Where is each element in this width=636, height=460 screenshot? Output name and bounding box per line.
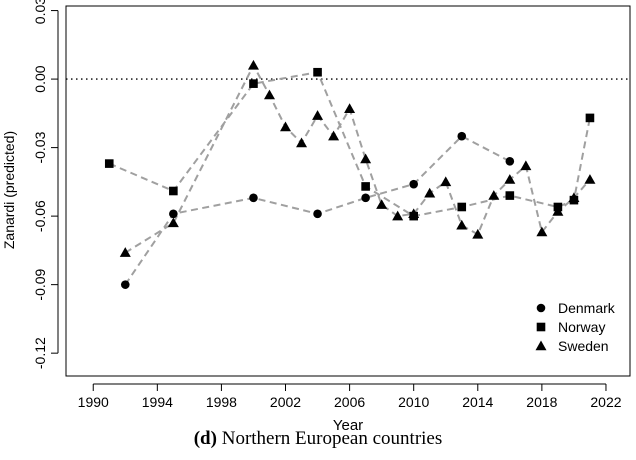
legend-denmark-label: Denmark xyxy=(558,300,616,316)
y-tick-label: -0.03 xyxy=(32,131,48,163)
x-tick-label: 2002 xyxy=(270,394,301,410)
sweden-point xyxy=(263,89,275,100)
y-tick-label: 0.03 xyxy=(32,0,48,24)
sweden-point xyxy=(296,137,308,148)
sweden-point xyxy=(328,130,340,141)
series-markers xyxy=(104,59,596,289)
x-tick-label: 1994 xyxy=(142,394,173,410)
y-tick-label: -0.12 xyxy=(32,337,48,369)
sweden-point xyxy=(440,176,452,187)
norway-point xyxy=(104,159,114,168)
x-tick-label: 2006 xyxy=(334,394,365,410)
x-tick-label: 2014 xyxy=(462,394,493,410)
y-tick-label: 0.00 xyxy=(32,65,48,92)
denmark-point xyxy=(313,209,322,219)
figure-caption: (d) Northern European countries xyxy=(0,428,636,450)
legend: Denmark Norway Sweden xyxy=(535,300,616,354)
norway-series-line xyxy=(108,71,591,218)
legend-norway-label: Norway xyxy=(558,319,605,335)
sweden-point xyxy=(280,121,292,132)
norway-point xyxy=(505,191,515,200)
y-axis-label: Zanardi (predicted) xyxy=(1,131,17,249)
sweden-point xyxy=(536,226,548,237)
denmark-point xyxy=(120,280,130,289)
sweden-point xyxy=(520,160,532,171)
legend-sweden-label: Sweden xyxy=(558,338,609,354)
sweden-point xyxy=(424,187,436,198)
plot-frame xyxy=(65,5,631,377)
x-tick-label: 2010 xyxy=(398,394,429,410)
denmark-point xyxy=(361,193,370,203)
series-lines xyxy=(108,63,591,286)
norway-point xyxy=(457,202,467,212)
caption-text: Northern European countries xyxy=(216,428,443,449)
sweden-point xyxy=(360,153,372,164)
legend-sweden-marker xyxy=(535,340,547,351)
x-tick-label: 2022 xyxy=(590,394,621,410)
x-tick-label: 2018 xyxy=(526,394,557,410)
sweden-point xyxy=(584,174,596,184)
sweden-point xyxy=(488,190,500,200)
denmark-point xyxy=(249,193,258,203)
x-tick-label: 1998 xyxy=(206,394,237,410)
denmark-point xyxy=(409,179,418,189)
axes: 1990 1994 1998 2002 2006 2010 2014 2018 2022 0.03… xyxy=(32,0,631,410)
denmark-point xyxy=(457,131,467,141)
denmark-point xyxy=(169,209,178,219)
sweden-point xyxy=(312,110,324,120)
sweden-point xyxy=(504,174,516,184)
sweden-point xyxy=(472,228,484,239)
sweden-point xyxy=(344,103,356,113)
legend-norway-marker xyxy=(536,322,546,332)
sweden-series-line xyxy=(124,63,591,254)
sweden-point xyxy=(119,247,131,257)
y-tick-label: -0.09 xyxy=(32,268,48,300)
denmark-series-line xyxy=(124,134,511,286)
sweden-point xyxy=(392,210,404,221)
norway-point xyxy=(585,113,595,123)
x-tick-label: 1990 xyxy=(78,394,109,410)
norway-point xyxy=(169,186,178,196)
denmark-point xyxy=(505,157,515,166)
sweden-point xyxy=(408,208,420,219)
caption-tag: (d) xyxy=(193,428,217,449)
legend-denmark-marker xyxy=(536,303,546,313)
y-tick-label: -0.06 xyxy=(32,200,48,232)
sweden-point xyxy=(167,217,179,228)
sweden-point xyxy=(456,219,468,230)
norway-point xyxy=(361,182,370,191)
norway-point xyxy=(249,79,258,88)
norway-point xyxy=(313,67,322,77)
sweden-point xyxy=(568,192,580,203)
sweden-point xyxy=(247,59,259,70)
sweden-point xyxy=(552,206,564,216)
sweden-point xyxy=(376,199,388,209)
x-axis-label: Year xyxy=(333,417,363,434)
